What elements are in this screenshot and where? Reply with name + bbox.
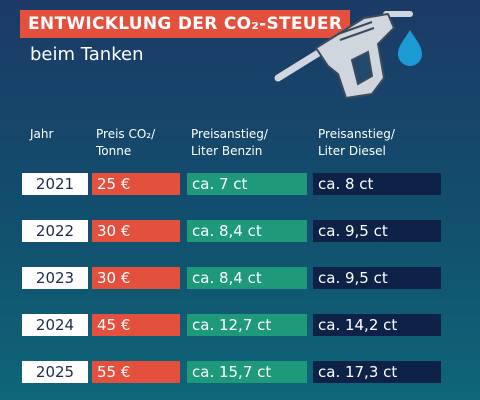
benzin-cell: ca. 15,7 ct <box>187 361 307 383</box>
year-cell: 2024 <box>22 314 88 336</box>
benzin-cell: ca. 8,4 ct <box>187 220 307 242</box>
price-cell: 45 € <box>92 314 180 336</box>
diesel-cell: ca. 17,3 ct <box>313 361 441 383</box>
page-title: ENTWICKLUNG DER CO₂-STEUER <box>28 14 343 34</box>
price-cell: 25 € <box>92 173 180 195</box>
year-cell: 2021 <box>22 173 88 195</box>
price-cell: 30 € <box>92 220 180 242</box>
year-cell: 2022 <box>22 220 88 242</box>
price-cell: 30 € <box>92 267 180 289</box>
column-header-year: Jahr <box>30 127 54 141</box>
page-subtitle: beim Tanken <box>30 44 144 65</box>
fuel-nozzle-icon <box>274 11 422 99</box>
benzin-cell: ca. 8,4 ct <box>187 267 307 289</box>
title-banner: ENTWICKLUNG DER CO₂-STEUER <box>20 10 351 38</box>
column-header-diesel: Preisanstieg/ Liter Diesel <box>318 127 395 158</box>
benzin-cell: ca. 12,7 ct <box>187 314 307 336</box>
year-cell: 2025 <box>22 361 88 383</box>
price-cell: 55 € <box>92 361 180 383</box>
column-header-price: Preis CO₂/ Tonne <box>96 127 156 158</box>
diesel-cell: ca. 9,5 ct <box>313 267 441 289</box>
diesel-cell: ca. 14,2 ct <box>313 314 441 336</box>
year-cell: 2023 <box>22 267 88 289</box>
diesel-cell: ca. 8 ct <box>313 173 441 195</box>
diesel-cell: ca. 9,5 ct <box>313 220 441 242</box>
benzin-cell: ca. 7 ct <box>187 173 307 195</box>
column-header-benzin: Preisanstieg/ Liter Benzin <box>191 127 268 158</box>
